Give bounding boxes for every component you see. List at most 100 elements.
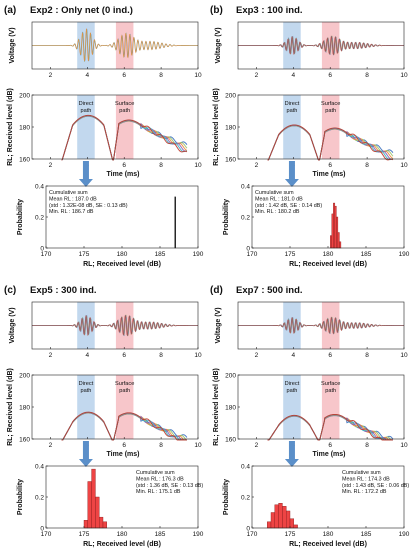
histogram-bar (270, 512, 275, 529)
histogram-bar (337, 232, 340, 249)
level-xtick-label: 10 (400, 162, 408, 169)
waveform-trace (32, 315, 198, 337)
surface-path-label-line: Surface (321, 381, 340, 387)
histogram-ylabel: Probability (17, 479, 24, 515)
histogram-stats-line: (std : 1.32E-08 dB, SE : 0.13 dB) (49, 203, 128, 209)
waveform-trace (238, 35, 404, 56)
surface-path-label-line: path (119, 108, 130, 114)
histogram-frame (45, 465, 199, 529)
direct-path-label-line: path (287, 388, 298, 394)
waveform-xtick-label: 8 (365, 72, 369, 79)
direct-path-label-line: Direct (285, 101, 300, 107)
histogram-xtick-label: 185 (361, 531, 372, 538)
panel-label: (a) (4, 5, 16, 16)
waveform-xtick-label: 4 (86, 352, 90, 359)
histogram-stats-line: Cumulative sum (136, 470, 175, 476)
level-xtick-label: 2 (49, 442, 53, 449)
level-xlabel: Time (ms) (313, 451, 346, 458)
down-arrow-head (78, 459, 93, 467)
histogram-stats-line: Min. RL : 180.2 dB (255, 209, 300, 215)
direct-path-label-line: Direct (79, 101, 94, 107)
waveform-frame (31, 21, 199, 70)
histogram-plot: 170 175 180 185 190 0 0.2 0.4 RL; Received level… (17, 183, 204, 268)
histogram-ytick-label: 0.4 (241, 463, 250, 470)
level-plot: 246810160180200Time (ms)RL; Received lev… (213, 368, 408, 458)
histogram-xlabel: RL; Received level (dB) (83, 541, 161, 548)
surface-path-label-line: path (325, 388, 336, 394)
level-trace (267, 124, 394, 161)
histogram-bar (91, 468, 96, 529)
histogram-xtick-label: 185 (155, 531, 166, 538)
waveform-xtick-label: 6 (328, 352, 332, 359)
surface-path-label: Surface path (321, 101, 340, 114)
histogram-bar (293, 524, 298, 529)
histogram-ylabel: Probability (223, 199, 230, 235)
histogram-ytick-label: 0.4 (35, 183, 44, 190)
down-arrow-shaft (288, 161, 295, 179)
surface-path-label: Surface path (115, 381, 134, 394)
histogram-xtick-label: 180 (117, 531, 128, 538)
direct-path-band (283, 95, 301, 159)
direct-path-label-line: Direct (79, 381, 94, 387)
histogram-xtick-label: 170 (247, 251, 258, 258)
histogram-bar (174, 196, 176, 249)
histogram-bar (274, 504, 279, 529)
histogram-bar (285, 510, 291, 529)
level-xtick-label: 10 (194, 442, 202, 449)
histogram-bar (331, 213, 334, 249)
waveform-xtick-label: 2 (49, 352, 53, 359)
panel-label: (b) (210, 5, 223, 16)
waveform-xtick-label: 6 (122, 352, 126, 359)
waveform-ylabel: Voltage (V) (215, 27, 222, 63)
histogram-stats-line: Min. RL : 186.7 dB (49, 209, 94, 215)
surface-path-label-line: Surface (115, 381, 134, 387)
waveform-trace (32, 28, 198, 62)
direct-path-label-line: path (81, 388, 92, 394)
histogram-stats-line: Cumulative sum (342, 470, 381, 476)
surface-path-label: Surface path (321, 381, 340, 394)
level-ytick-label: 160 (19, 156, 30, 163)
level-xtick-label: 2 (255, 162, 259, 169)
waveform-ylabel: Voltage (V) (215, 307, 222, 343)
histogram-xtick-label: 190 (399, 251, 410, 258)
histogram-xtick-label: 170 (41, 251, 52, 258)
waveform-xtick-label: 2 (49, 72, 53, 79)
level-xtick-label: 6 (122, 162, 126, 169)
histogram-ytick-label: 0.2 (35, 494, 44, 501)
histogram-xtick-label: 180 (323, 531, 334, 538)
direct-path-label: Direct path (285, 101, 300, 114)
histogram-ytick-label: 0.2 (241, 494, 250, 501)
waveform-ylabel: Voltage (V) (9, 307, 16, 343)
surface-path-label-line: Surface (321, 101, 340, 107)
waveform-xtick-label: 10 (194, 72, 202, 79)
direct-path-band (77, 95, 95, 159)
surface-path-label-line: Surface (115, 101, 134, 107)
level-xtick-label: 2 (49, 162, 53, 169)
waveform-xtick-label: 4 (292, 352, 296, 359)
surface-path-band (115, 95, 134, 159)
level-ylabel: RL; Received level (dB) (7, 368, 14, 446)
panel-a: (a) Exp2 : Only net (0 ind.) 2 4 6 8 10 Voltage… (4, 5, 204, 268)
level-trace (267, 413, 393, 441)
level-xtick-label: 8 (365, 162, 369, 169)
histogram-ytick-label: 0 (246, 525, 250, 532)
level-ytick-label: 200 (19, 372, 30, 379)
histogram-plot: 170 175 180 185 190 0 0.2 0.4 RL; Received level… (223, 463, 410, 548)
histogram-bar (267, 521, 272, 529)
histogram-stats-line: (std : 1.43 dB, SE : 0.06 dB) (342, 483, 409, 489)
level-xtick-label: 10 (400, 442, 408, 449)
waveform-frame (237, 21, 405, 70)
waveform-xtick-label: 2 (255, 352, 259, 359)
waveform-frame (31, 301, 199, 350)
histogram-xtick-label: 175 (285, 531, 296, 538)
histogram-ytick-label: 0 (40, 245, 44, 252)
level-ytick-label: 180 (19, 404, 30, 411)
histogram-xtick-label: 185 (361, 251, 372, 258)
panel-title: Exp7 : 500 ind. (236, 285, 303, 296)
level-plot: 246810160180200Time (ms)RL; Received lev… (7, 368, 202, 458)
histogram-bar (282, 506, 287, 529)
level-xlabel: Time (ms) (107, 451, 140, 458)
